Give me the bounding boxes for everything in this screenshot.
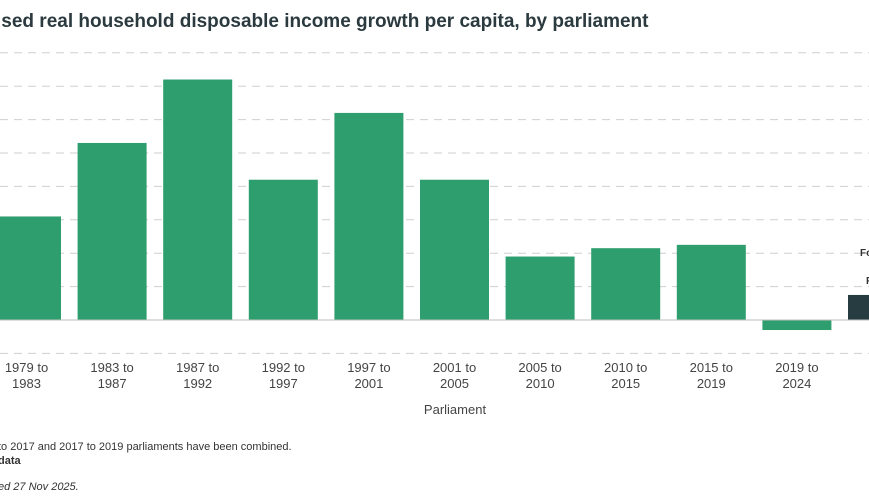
- bar-annotation: F: [866, 276, 869, 287]
- bar-chart: 1979 to 1983 1983 to 1987 1987 to 1992 1992 to…: [0, 52, 869, 417]
- bar: [248, 179, 318, 320]
- x-tick-label: 1979 to 1983: [5, 360, 48, 391]
- x-tick-label: 2015 to 2019: [690, 360, 733, 391]
- published-date: ed 27 Nov 2025.: [0, 481, 79, 493]
- bar: [163, 79, 233, 321]
- x-tick-label: 2019 to 2024: [775, 360, 818, 391]
- x-tick-label: 1997 to 2001: [347, 360, 390, 391]
- x-tick-label: 1983 to 1987: [90, 360, 133, 391]
- note-line: to 2017 and 2017 to 2019 parliaments hav…: [0, 441, 292, 453]
- x-tick-labels: 1979 to 1983 1983 to 1987 1987 to 1992 1992 to…: [5, 360, 819, 391]
- bar: [505, 256, 575, 320]
- x-tick-label: 2010 to 2015: [604, 360, 647, 391]
- annotations: Fo F: [860, 248, 869, 287]
- bars: [0, 79, 869, 331]
- x-tick-label: 1992 to 1997: [262, 360, 305, 391]
- x-axis-title: Parliament: [424, 402, 487, 417]
- chart-notes: to 2017 and 2017 to 2019 parliaments hav…: [0, 440, 292, 468]
- bar: [77, 142, 147, 320]
- bar: [848, 294, 869, 320]
- bar: [676, 244, 746, 320]
- bar: [0, 216, 61, 320]
- source-line: data: [0, 455, 21, 467]
- x-tick-label: 2001 to 2005: [433, 360, 476, 391]
- bar: [762, 320, 832, 331]
- x-tick-label: 2005 to 2010: [518, 360, 561, 391]
- chart-title: ised real household disposable income gr…: [0, 11, 649, 32]
- bar: [420, 179, 489, 320]
- bar: [334, 112, 404, 320]
- bar: [591, 248, 661, 320]
- bar-annotation: Fo: [860, 248, 869, 259]
- x-tick-label: 1987 to 1992: [176, 360, 219, 391]
